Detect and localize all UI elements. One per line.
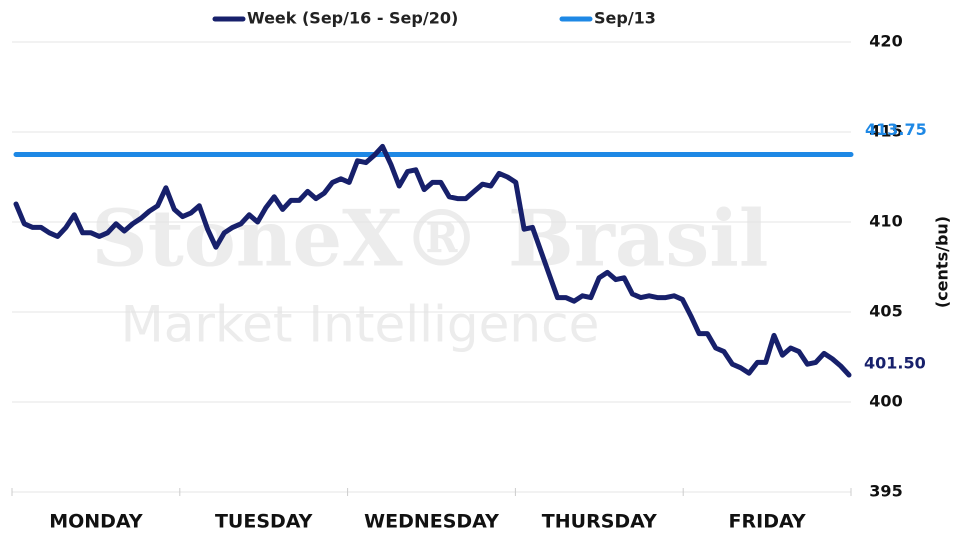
series-line	[13, 143, 852, 378]
x-tick-label: TUESDAY	[215, 511, 313, 533]
x-tick-label: FRIDAY	[729, 511, 806, 533]
legend-label: Week (Sep/16 - Sep/20)	[247, 9, 458, 28]
legend-label: Sep/13	[594, 9, 656, 28]
y-tick-label: 395	[869, 482, 902, 501]
watermark: StoneX® Brasil	[91, 194, 768, 285]
y-tick-label: 415	[869, 122, 902, 141]
y-tick-label: 420	[869, 32, 902, 51]
y-tick-label: 410	[869, 212, 902, 231]
y-tick-label: 400	[869, 392, 902, 411]
watermark: Market Intelligence	[121, 296, 600, 354]
x-tick-label: MONDAY	[49, 511, 143, 533]
y-tick-label: 405	[869, 302, 902, 321]
reference-label: 413.75	[865, 120, 927, 139]
y-axis-label: (cents/bu)	[933, 216, 952, 308]
x-tick-label: WEDNESDAY	[364, 511, 499, 533]
x-tick-label: THURSDAY	[542, 511, 657, 533]
value-label: 401.50	[864, 354, 926, 373]
